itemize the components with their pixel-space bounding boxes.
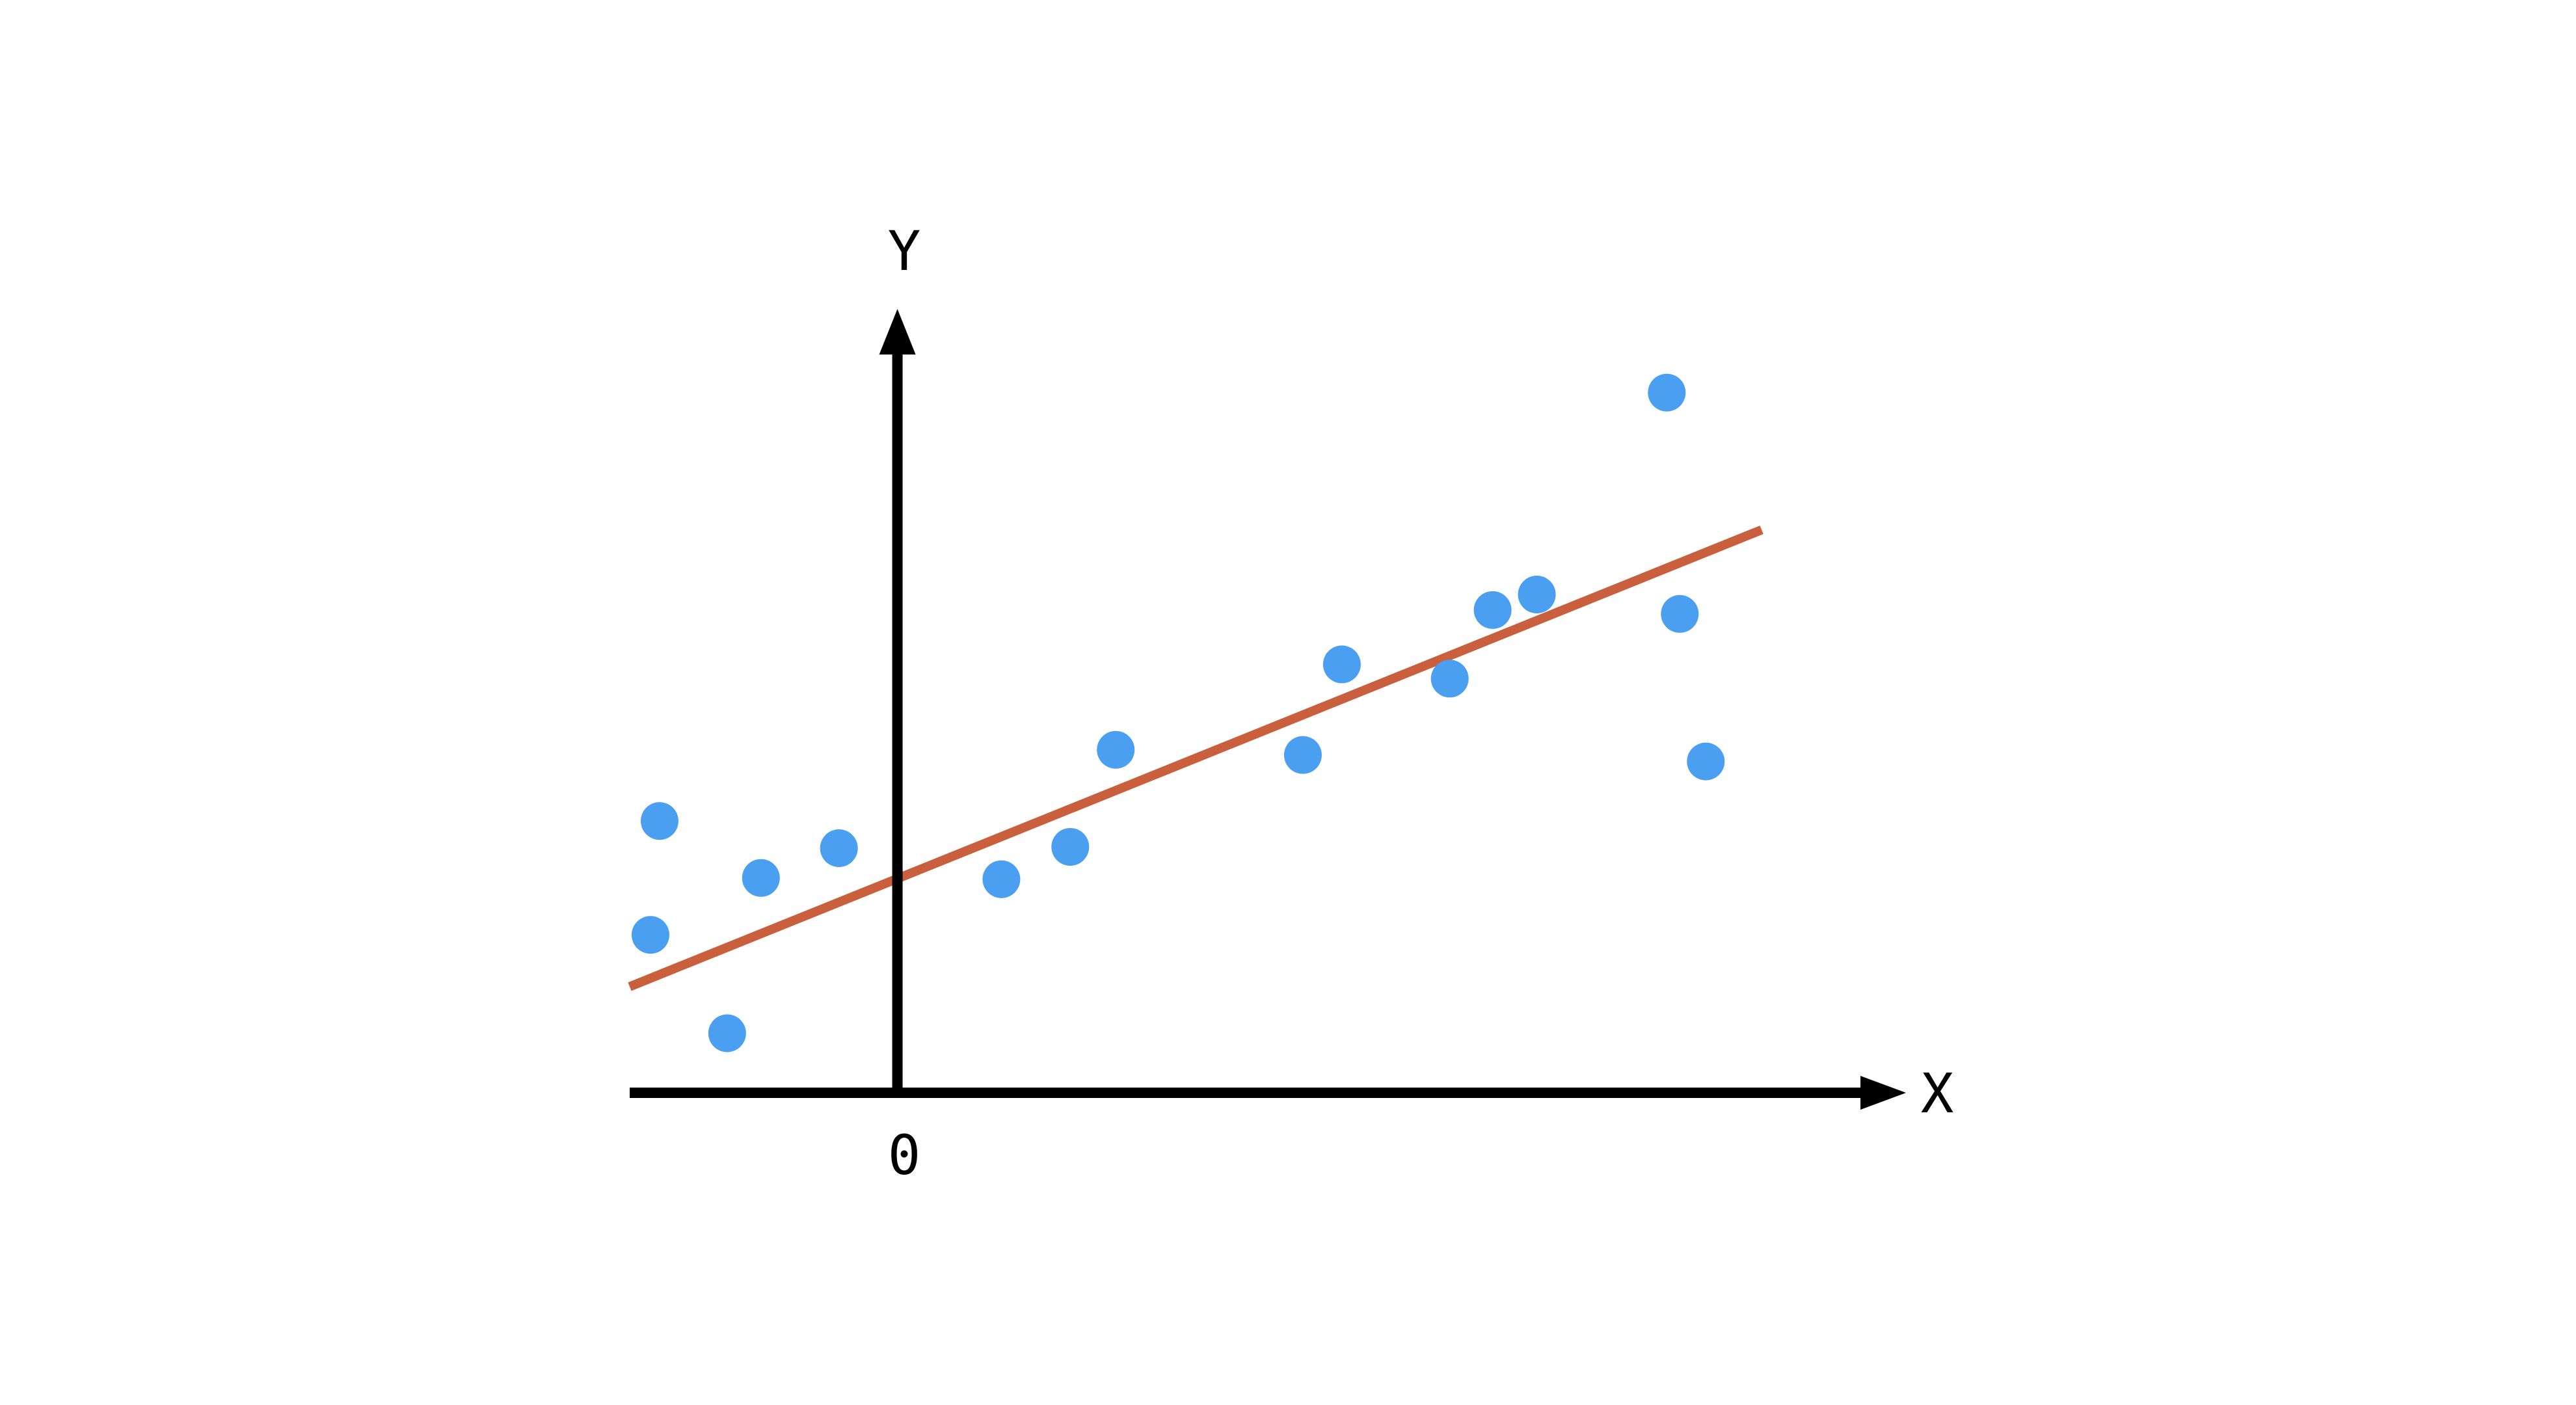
trend-line (628, 525, 1764, 991)
data-point (1051, 827, 1090, 866)
data-point (631, 916, 669, 954)
data-point (708, 1014, 746, 1052)
axes (630, 309, 1906, 1110)
chart-marks (628, 373, 1764, 1052)
origin-tick-label: 0 (888, 1123, 921, 1187)
data-point (1283, 736, 1322, 774)
data-point (640, 802, 678, 840)
data-point (1648, 373, 1686, 412)
data-point (1661, 595, 1699, 633)
x-axis-label: X (1921, 1062, 1954, 1125)
data-point (1473, 591, 1512, 629)
data-point (1322, 645, 1361, 684)
data-point (1097, 730, 1135, 769)
y-axis-label: Y (888, 219, 921, 283)
data-point (1430, 660, 1469, 698)
y-axis-arrow-icon (879, 309, 916, 355)
data-point (982, 860, 1021, 898)
data-point (1518, 575, 1556, 613)
x-axis-arrow-icon (1860, 1076, 1906, 1110)
data-point (820, 829, 858, 867)
data-point (1687, 742, 1725, 781)
data-point (742, 859, 780, 897)
